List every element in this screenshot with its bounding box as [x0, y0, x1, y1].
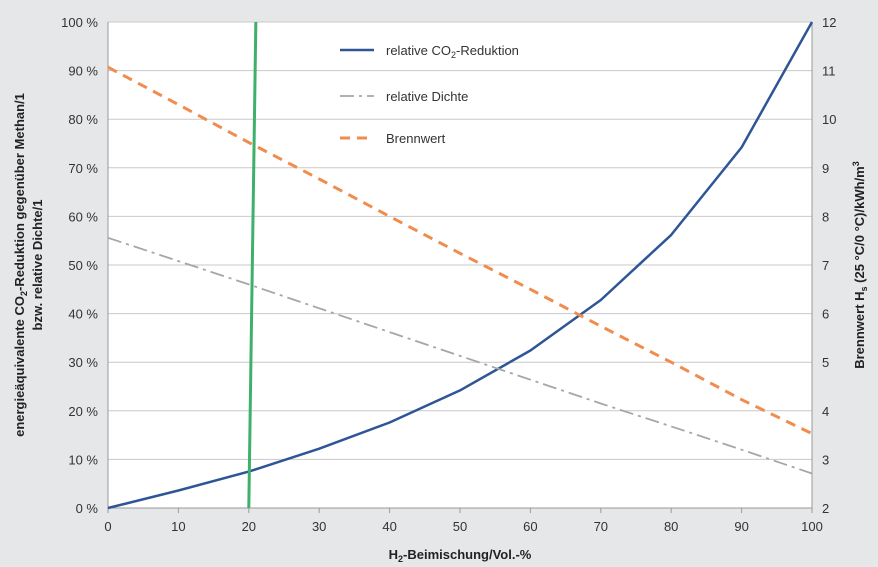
y-left-tick-label: 40 %	[68, 307, 98, 322]
y-left-tick-label: 0 %	[76, 501, 99, 516]
x-tick-label: 10	[171, 519, 185, 534]
y-right-tick-label: 4	[822, 404, 829, 419]
y-right-tick-label: 3	[822, 452, 829, 467]
legend-label: relative CO2-Reduktion	[386, 43, 519, 60]
y-left-axis-title: energieäquivalente CO2-Reduktion gegenüb…	[12, 93, 29, 437]
y-left-axis-title-line2: bzw. relative Dichte/1	[30, 199, 45, 330]
series-line-3	[107, 65, 813, 435]
y-right-tick-label: 9	[822, 161, 829, 176]
x-tick-label: 100	[801, 519, 823, 534]
x-tick-label: 40	[382, 519, 396, 534]
x-tick-label: 70	[594, 519, 608, 534]
y-left-tick-label: 20 %	[68, 404, 98, 419]
legend-label: relative Dichte	[386, 89, 468, 104]
y-right-tick-label: 6	[822, 307, 829, 322]
x-tick-label: 20	[242, 519, 256, 534]
x-tick-label: 80	[664, 519, 678, 534]
x-tick-label: 0	[104, 519, 111, 534]
y-right-axis-title: Brennwert Hs (25 °C/0 °C)/kWh/m3	[851, 161, 869, 369]
y-left-tick-label: 80 %	[68, 112, 98, 127]
y-left-tick-label: 90 %	[68, 64, 98, 79]
y-left-tick-label: 100 %	[61, 15, 98, 30]
series-line-2	[107, 236, 813, 475]
y-left-tick-label: 30 %	[68, 355, 98, 370]
y-left-tick-label: 60 %	[68, 209, 98, 224]
vertical-marker-line	[247, 21, 258, 509]
y-left-tick-label: 50 %	[68, 258, 98, 273]
x-tick-label: 30	[312, 519, 326, 534]
y-right-tick-label: 7	[822, 258, 829, 273]
x-tick-label: 50	[453, 519, 467, 534]
y-left-tick-label: 70 %	[68, 161, 98, 176]
legend-label: Brennwert	[386, 131, 446, 146]
x-axis-title: H2-Beimischung/Vol.-%	[389, 547, 532, 564]
y-right-tick-label: 5	[822, 355, 829, 370]
y-right-tick-label: 12	[822, 15, 836, 30]
y-right-tick-label: 10	[822, 112, 836, 127]
y-left-tick-label: 10 %	[68, 452, 98, 467]
x-tick-label: 60	[523, 519, 537, 534]
x-tick-label: 90	[734, 519, 748, 534]
y-right-tick-label: 11	[822, 64, 836, 79]
y-right-tick-label: 8	[822, 209, 829, 224]
y-right-tick-label: 2	[822, 501, 829, 516]
series-line-1	[107, 21, 814, 510]
